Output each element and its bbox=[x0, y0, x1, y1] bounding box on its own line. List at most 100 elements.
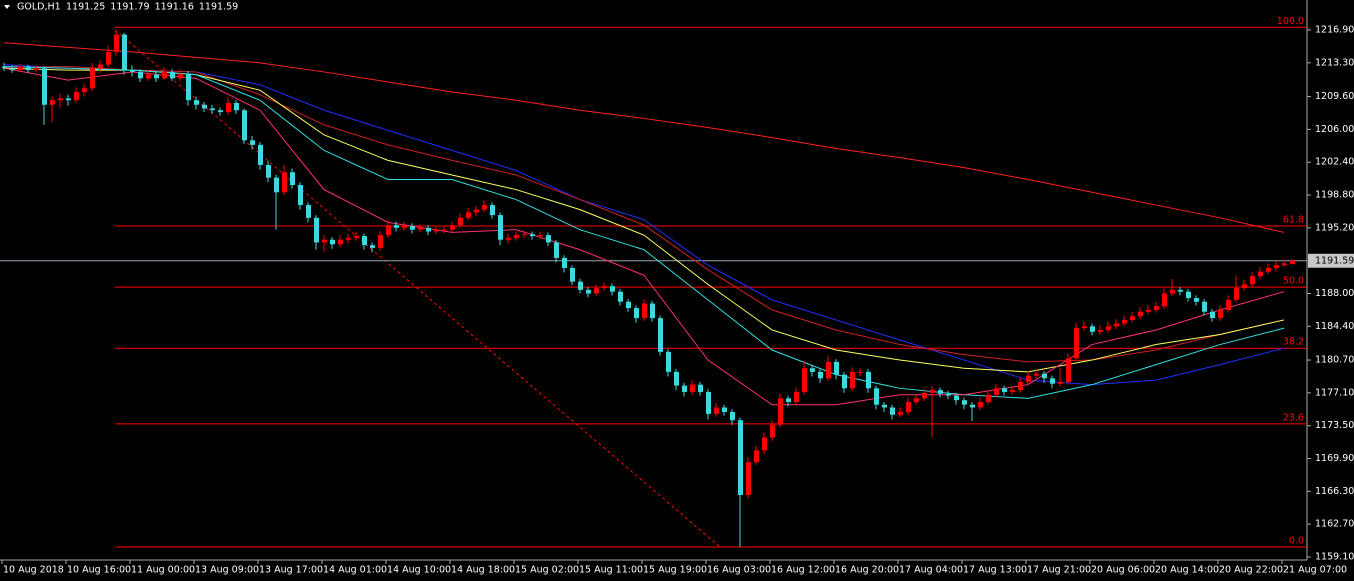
candle-body bbox=[1122, 319, 1127, 324]
candle-body bbox=[514, 235, 519, 238]
candle-body bbox=[586, 289, 591, 294]
candle-body bbox=[834, 361, 839, 375]
candle-body bbox=[626, 301, 631, 309]
candle-body bbox=[18, 66, 23, 71]
candle-body bbox=[1162, 293, 1167, 307]
candle-body bbox=[1002, 388, 1007, 392]
fib-label: 61.8 bbox=[1283, 215, 1304, 226]
candle-body bbox=[258, 144, 263, 165]
y-tick-label: 1166.30 bbox=[1315, 486, 1354, 497]
candle-body bbox=[930, 390, 935, 393]
x-tick-label: 16 Aug 03:00 bbox=[707, 565, 771, 576]
candle-body bbox=[722, 407, 727, 413]
candle-body bbox=[922, 392, 927, 399]
candle-body bbox=[410, 226, 415, 230]
candle-body bbox=[690, 384, 695, 392]
candle-body bbox=[250, 140, 255, 145]
candle-body bbox=[90, 68, 95, 89]
header-value: 1191.16 bbox=[155, 2, 194, 13]
candle-body bbox=[906, 401, 911, 413]
candle-body bbox=[466, 212, 471, 218]
axis-layer: 1216.90 1213.30 1209.60 1206.00 1202.40 1198.… bbox=[1, 24, 1354, 576]
candle-body bbox=[1138, 311, 1143, 317]
header-value: 1191.25 bbox=[66, 2, 105, 13]
candle-body bbox=[434, 229, 439, 232]
candle-body bbox=[658, 318, 663, 352]
y-tick-label: 1159.10 bbox=[1315, 551, 1354, 562]
candle-body bbox=[10, 68, 15, 71]
candle-body bbox=[138, 71, 143, 79]
candle-body bbox=[546, 235, 551, 243]
x-tick-label: 13 Aug 09:00 bbox=[195, 565, 259, 576]
candle-body bbox=[698, 384, 703, 392]
candle-body bbox=[58, 98, 63, 101]
candle-body bbox=[914, 398, 919, 402]
candle-body bbox=[682, 385, 687, 392]
candle-body bbox=[1042, 373, 1047, 379]
x-tick-label: 21 Aug 07:00 bbox=[1283, 565, 1347, 576]
candle-body bbox=[130, 70, 135, 72]
x-tick-label: 17 Aug 21:00 bbox=[1027, 565, 1091, 576]
candle-body bbox=[1250, 276, 1255, 285]
candle-body bbox=[602, 286, 607, 289]
candle-body bbox=[1146, 309, 1151, 312]
candle-body bbox=[946, 393, 951, 396]
candle-body bbox=[506, 237, 511, 240]
x-tick-label: 20 Aug 22:00 bbox=[1219, 565, 1283, 576]
candle-body bbox=[322, 239, 327, 243]
candle-body bbox=[74, 91, 79, 101]
y-tick-label: 1206.00 bbox=[1315, 124, 1354, 135]
candle-body bbox=[1170, 289, 1175, 294]
candle-body bbox=[786, 398, 791, 402]
x-tick-label: 15 Aug 19:00 bbox=[643, 565, 707, 576]
y-tick-label: 1188.00 bbox=[1315, 288, 1354, 299]
candle-body bbox=[530, 234, 535, 237]
candle-body bbox=[778, 398, 783, 425]
candle-body bbox=[1058, 381, 1063, 384]
candle-body bbox=[1274, 265, 1279, 268]
candle-body bbox=[450, 225, 455, 230]
candle-body bbox=[378, 235, 383, 248]
candle-body bbox=[730, 412, 735, 421]
candle-body bbox=[1074, 328, 1079, 359]
candle-body bbox=[842, 374, 847, 389]
candle-body bbox=[298, 184, 303, 206]
candle-body bbox=[986, 394, 991, 402]
candle-body bbox=[866, 371, 871, 389]
x-tick-label: 15 Aug 02:00 bbox=[515, 565, 579, 576]
candle-body bbox=[770, 424, 775, 438]
candle-body bbox=[1218, 309, 1223, 319]
x-tick-label: 20 Aug 14:00 bbox=[1155, 565, 1219, 576]
x-tick-label: 14 Aug 10:00 bbox=[387, 565, 451, 576]
candle-body bbox=[1082, 326, 1087, 329]
candle-body bbox=[394, 225, 399, 228]
x-tick-label: 10 Aug 2018 bbox=[3, 565, 64, 576]
moving-average bbox=[3, 42, 1285, 233]
candle-body bbox=[962, 400, 967, 405]
candle-body bbox=[26, 66, 31, 71]
fib-label: 100.0 bbox=[1277, 16, 1304, 27]
y-tick-label: 1198.80 bbox=[1315, 190, 1354, 201]
candle-layer bbox=[2, 29, 1295, 547]
x-tick-label: 13 Aug 17:00 bbox=[259, 565, 323, 576]
fib-label: 50.0 bbox=[1283, 276, 1304, 287]
candle-body bbox=[386, 225, 391, 236]
y-tick-label: 1169.90 bbox=[1315, 453, 1354, 464]
candle-body bbox=[1018, 381, 1023, 391]
y-tick-label: 1173.50 bbox=[1315, 420, 1354, 431]
candle-body bbox=[578, 281, 583, 290]
candle-body bbox=[122, 34, 127, 71]
candle-body bbox=[674, 371, 679, 386]
candle-body bbox=[994, 388, 999, 395]
x-tick-label: 10 Aug 16:00 bbox=[67, 565, 131, 576]
candle-body bbox=[154, 74, 159, 79]
candle-body bbox=[474, 209, 479, 213]
x-tick-label: 17 Aug 13:00 bbox=[963, 565, 1027, 576]
fib-label: 0.0 bbox=[1289, 535, 1304, 546]
candle-body bbox=[1050, 378, 1055, 384]
candle-body bbox=[50, 100, 55, 105]
moving-average bbox=[3, 67, 1285, 406]
candle-body bbox=[978, 401, 983, 408]
